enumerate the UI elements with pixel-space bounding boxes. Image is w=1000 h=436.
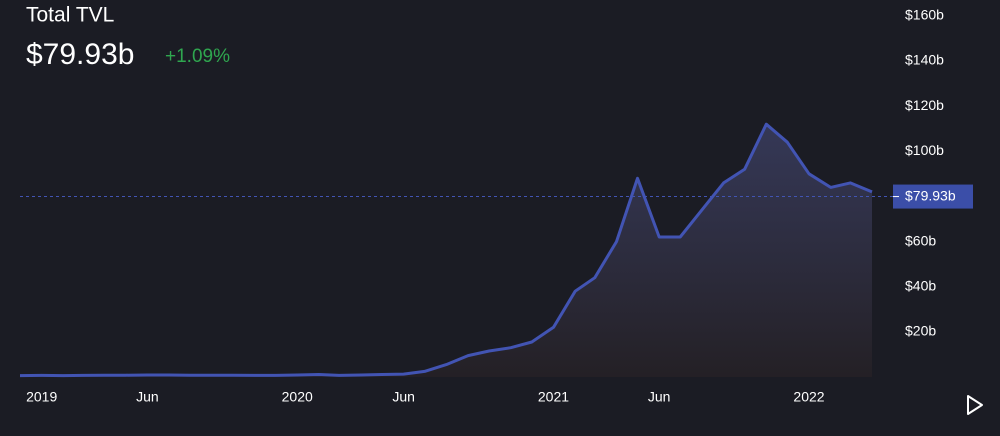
y-tick-label: $60b	[905, 232, 936, 248]
y-tick-label: $160b	[905, 7, 944, 23]
y-tick-label: $20b	[905, 323, 936, 339]
headline-value: $79.93b	[26, 38, 134, 71]
change: +1.09%	[165, 46, 230, 67]
current-value-box	[893, 184, 973, 209]
title: Total TVL	[26, 4, 114, 27]
y-tick-label: $140b	[905, 52, 944, 68]
x-tick-label: 2021	[538, 389, 569, 405]
x-tick-label: 2019	[26, 389, 57, 405]
y-tick-label: $100b	[905, 142, 944, 158]
play-button[interactable]	[967, 395, 983, 415]
area-fill	[20, 124, 872, 377]
y-tick-label: $40b	[905, 277, 936, 293]
x-tick-label: 2022	[793, 389, 824, 405]
x-tick-label: 2020	[282, 389, 313, 405]
x-tick-label: Jun	[136, 389, 159, 405]
current-value-label: $79.93b	[905, 187, 956, 203]
x-tick-label: Jun	[392, 389, 415, 405]
line	[19, 122, 873, 378]
y-tick-label: $120b	[905, 97, 944, 113]
x-tick-label: Jun	[648, 389, 671, 405]
